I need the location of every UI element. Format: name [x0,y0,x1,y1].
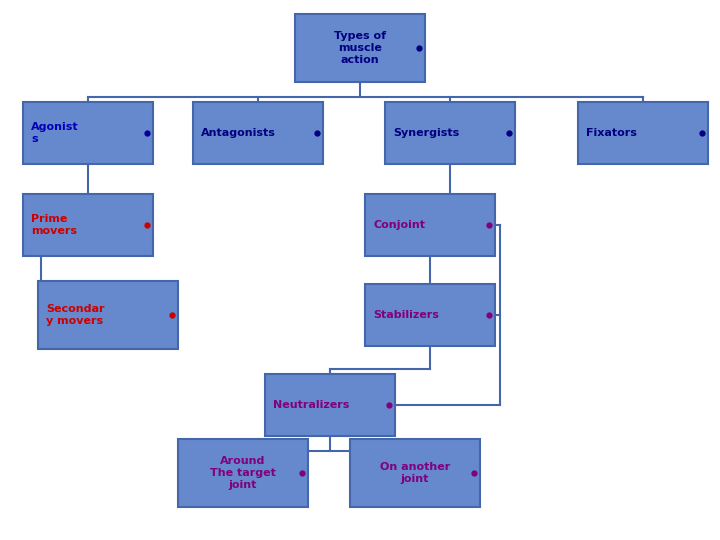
FancyBboxPatch shape [23,194,153,256]
Text: Fixators: Fixators [586,128,637,138]
FancyBboxPatch shape [193,102,323,164]
Text: On another
joint: On another joint [380,462,450,484]
Text: Stabilizers: Stabilizers [373,310,439,320]
FancyBboxPatch shape [350,439,480,507]
FancyBboxPatch shape [265,374,395,436]
FancyBboxPatch shape [578,102,708,164]
Text: Conjoint: Conjoint [373,220,425,230]
FancyBboxPatch shape [365,194,495,256]
Text: Around
The target
joint: Around The target joint [210,456,276,490]
FancyBboxPatch shape [365,284,495,346]
Text: Agonist
s: Agonist s [31,122,78,144]
Text: Secondar
y movers: Secondar y movers [46,304,104,326]
Text: Neutralizers: Neutralizers [273,400,349,410]
Text: Antagonists: Antagonists [201,128,276,138]
FancyBboxPatch shape [178,439,308,507]
FancyBboxPatch shape [38,281,178,349]
Text: Synergists: Synergists [393,128,459,138]
FancyBboxPatch shape [385,102,515,164]
FancyBboxPatch shape [295,14,425,82]
FancyBboxPatch shape [23,102,153,164]
Text: Types of
muscle
action: Types of muscle action [334,31,386,65]
Text: Prime
movers: Prime movers [31,214,77,236]
